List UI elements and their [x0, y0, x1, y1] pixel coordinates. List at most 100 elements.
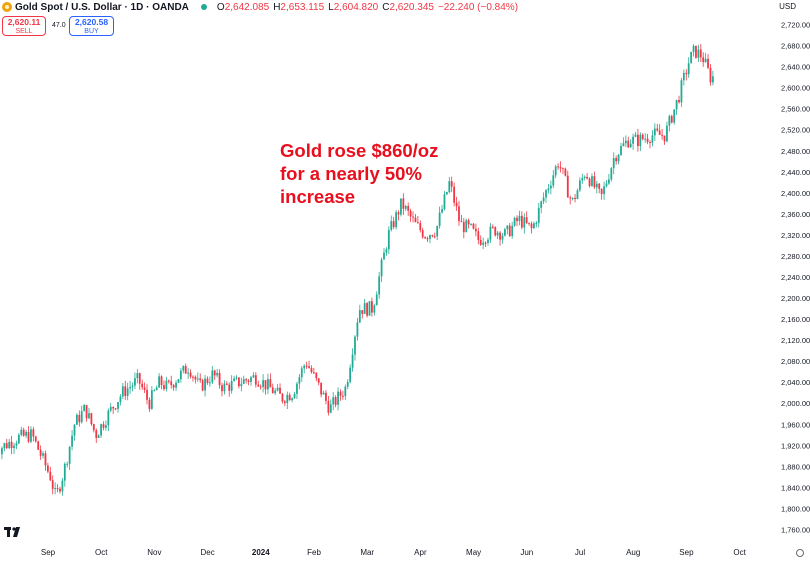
change-value: −22.240 (−0.84%): [437, 1, 519, 13]
x-tick-label: Nov: [147, 548, 161, 557]
buy-button[interactable]: 2,620.58 BUY: [69, 16, 114, 36]
candle-body: [155, 387, 158, 391]
candle-body: [68, 446, 71, 464]
candle-body: [542, 197, 545, 202]
candle-body: [39, 449, 42, 456]
candle-body: [624, 140, 627, 144]
candle-body: [421, 230, 424, 238]
tradingview-logo-icon: [4, 527, 20, 537]
candle-body: [138, 373, 141, 384]
y-tick-label: 2,480.000: [781, 147, 810, 156]
y-tick-label: 2,640.000: [781, 63, 810, 72]
candle-body: [627, 140, 630, 148]
candle-body: [124, 386, 127, 396]
x-tick-label: Mar: [360, 548, 374, 557]
candle-body: [322, 392, 325, 395]
x-tick-label: Oct: [95, 548, 108, 557]
candle-body: [257, 384, 260, 387]
candle-body: [196, 378, 199, 380]
y-tick-label: 2,000.000: [781, 399, 810, 408]
candle-body: [334, 397, 337, 405]
candle-body: [192, 376, 194, 378]
candle-body: [105, 425, 107, 428]
candle-body: [199, 378, 202, 381]
candle-body: [73, 424, 76, 436]
candle-body: [354, 336, 356, 355]
candle-body: [487, 239, 489, 244]
candle-body: [25, 431, 28, 436]
candle-body: [443, 194, 446, 209]
y-tick-label: 2,240.000: [781, 273, 810, 282]
candle-body: [102, 424, 105, 428]
candle-body: [516, 217, 518, 222]
candle-body: [303, 365, 306, 369]
x-tick-label: Sep: [41, 548, 56, 557]
candle-body: [504, 229, 506, 236]
candle-body: [467, 220, 470, 225]
y-tick-label: 2,280.000: [781, 252, 810, 261]
candle-body: [682, 72, 685, 81]
candle-body: [358, 310, 361, 323]
candle-body: [387, 229, 390, 250]
candle-body: [569, 197, 572, 199]
candle-body: [283, 401, 286, 404]
candle-body: [484, 242, 487, 244]
candle-body: [59, 488, 61, 492]
candle-body: [92, 424, 95, 431]
candle-body: [612, 158, 615, 169]
candle-body: [320, 382, 323, 395]
candle-body: [27, 431, 30, 442]
candle-body: [254, 375, 257, 385]
candle-body: [545, 190, 547, 198]
candle-body: [685, 72, 688, 75]
candle-body: [225, 383, 228, 385]
candle-body: [429, 235, 431, 239]
candle-body: [416, 222, 419, 224]
candle-body: [291, 398, 294, 401]
candle-body: [465, 220, 468, 233]
candle-body: [622, 143, 625, 146]
candle-body: [576, 190, 579, 199]
candle-body: [356, 322, 359, 337]
open-label: O: [216, 1, 225, 13]
candle-body: [296, 383, 298, 394]
candle-body: [337, 391, 339, 405]
y-tick-label: 2,680.000: [781, 42, 810, 51]
candle-body: [63, 463, 66, 481]
x-tick-label: Dec: [200, 548, 214, 557]
candle-body: [578, 180, 581, 191]
candle-body: [433, 236, 436, 238]
candle-body: [419, 223, 422, 231]
settings-icon[interactable]: [796, 549, 804, 557]
candle-body: [228, 384, 231, 391]
candle-body: [182, 366, 185, 371]
candle-body: [117, 402, 119, 409]
x-tick-label: Aug: [626, 548, 640, 557]
low-value: 2,604.820: [333, 1, 379, 13]
candle-body: [494, 227, 497, 236]
candle-body: [97, 435, 100, 438]
candle-body: [535, 222, 538, 224]
candle-body: [455, 202, 458, 207]
candle-body: [412, 216, 414, 218]
sell-button[interactable]: 2,620.11 SELL: [2, 16, 46, 36]
currency-label[interactable]: USD: [779, 2, 796, 11]
candle-body: [134, 378, 136, 386]
candle-body: [617, 154, 620, 162]
candle-body: [177, 379, 180, 383]
candle-body: [424, 237, 427, 239]
y-tick-label: 2,600.000: [781, 84, 810, 93]
candle-body: [208, 382, 211, 384]
buy-price: 2,620.58: [74, 17, 109, 27]
x-tick-label: Jul: [575, 548, 585, 557]
candle-body: [511, 225, 514, 237]
candle-body: [344, 386, 347, 397]
candle-body: [100, 424, 102, 436]
candle-body: [673, 109, 676, 123]
symbol-title[interactable]: Gold Spot / U.S. Dollar · 1D · OANDA: [15, 1, 189, 13]
candle-body: [1, 448, 3, 455]
candle-body: [518, 215, 521, 222]
candle-body: [245, 379, 248, 381]
time-axis: Sep Oct Nov Dec 2024 Feb Mar Apr May Jun Jul Aug Sep…: [41, 548, 747, 557]
